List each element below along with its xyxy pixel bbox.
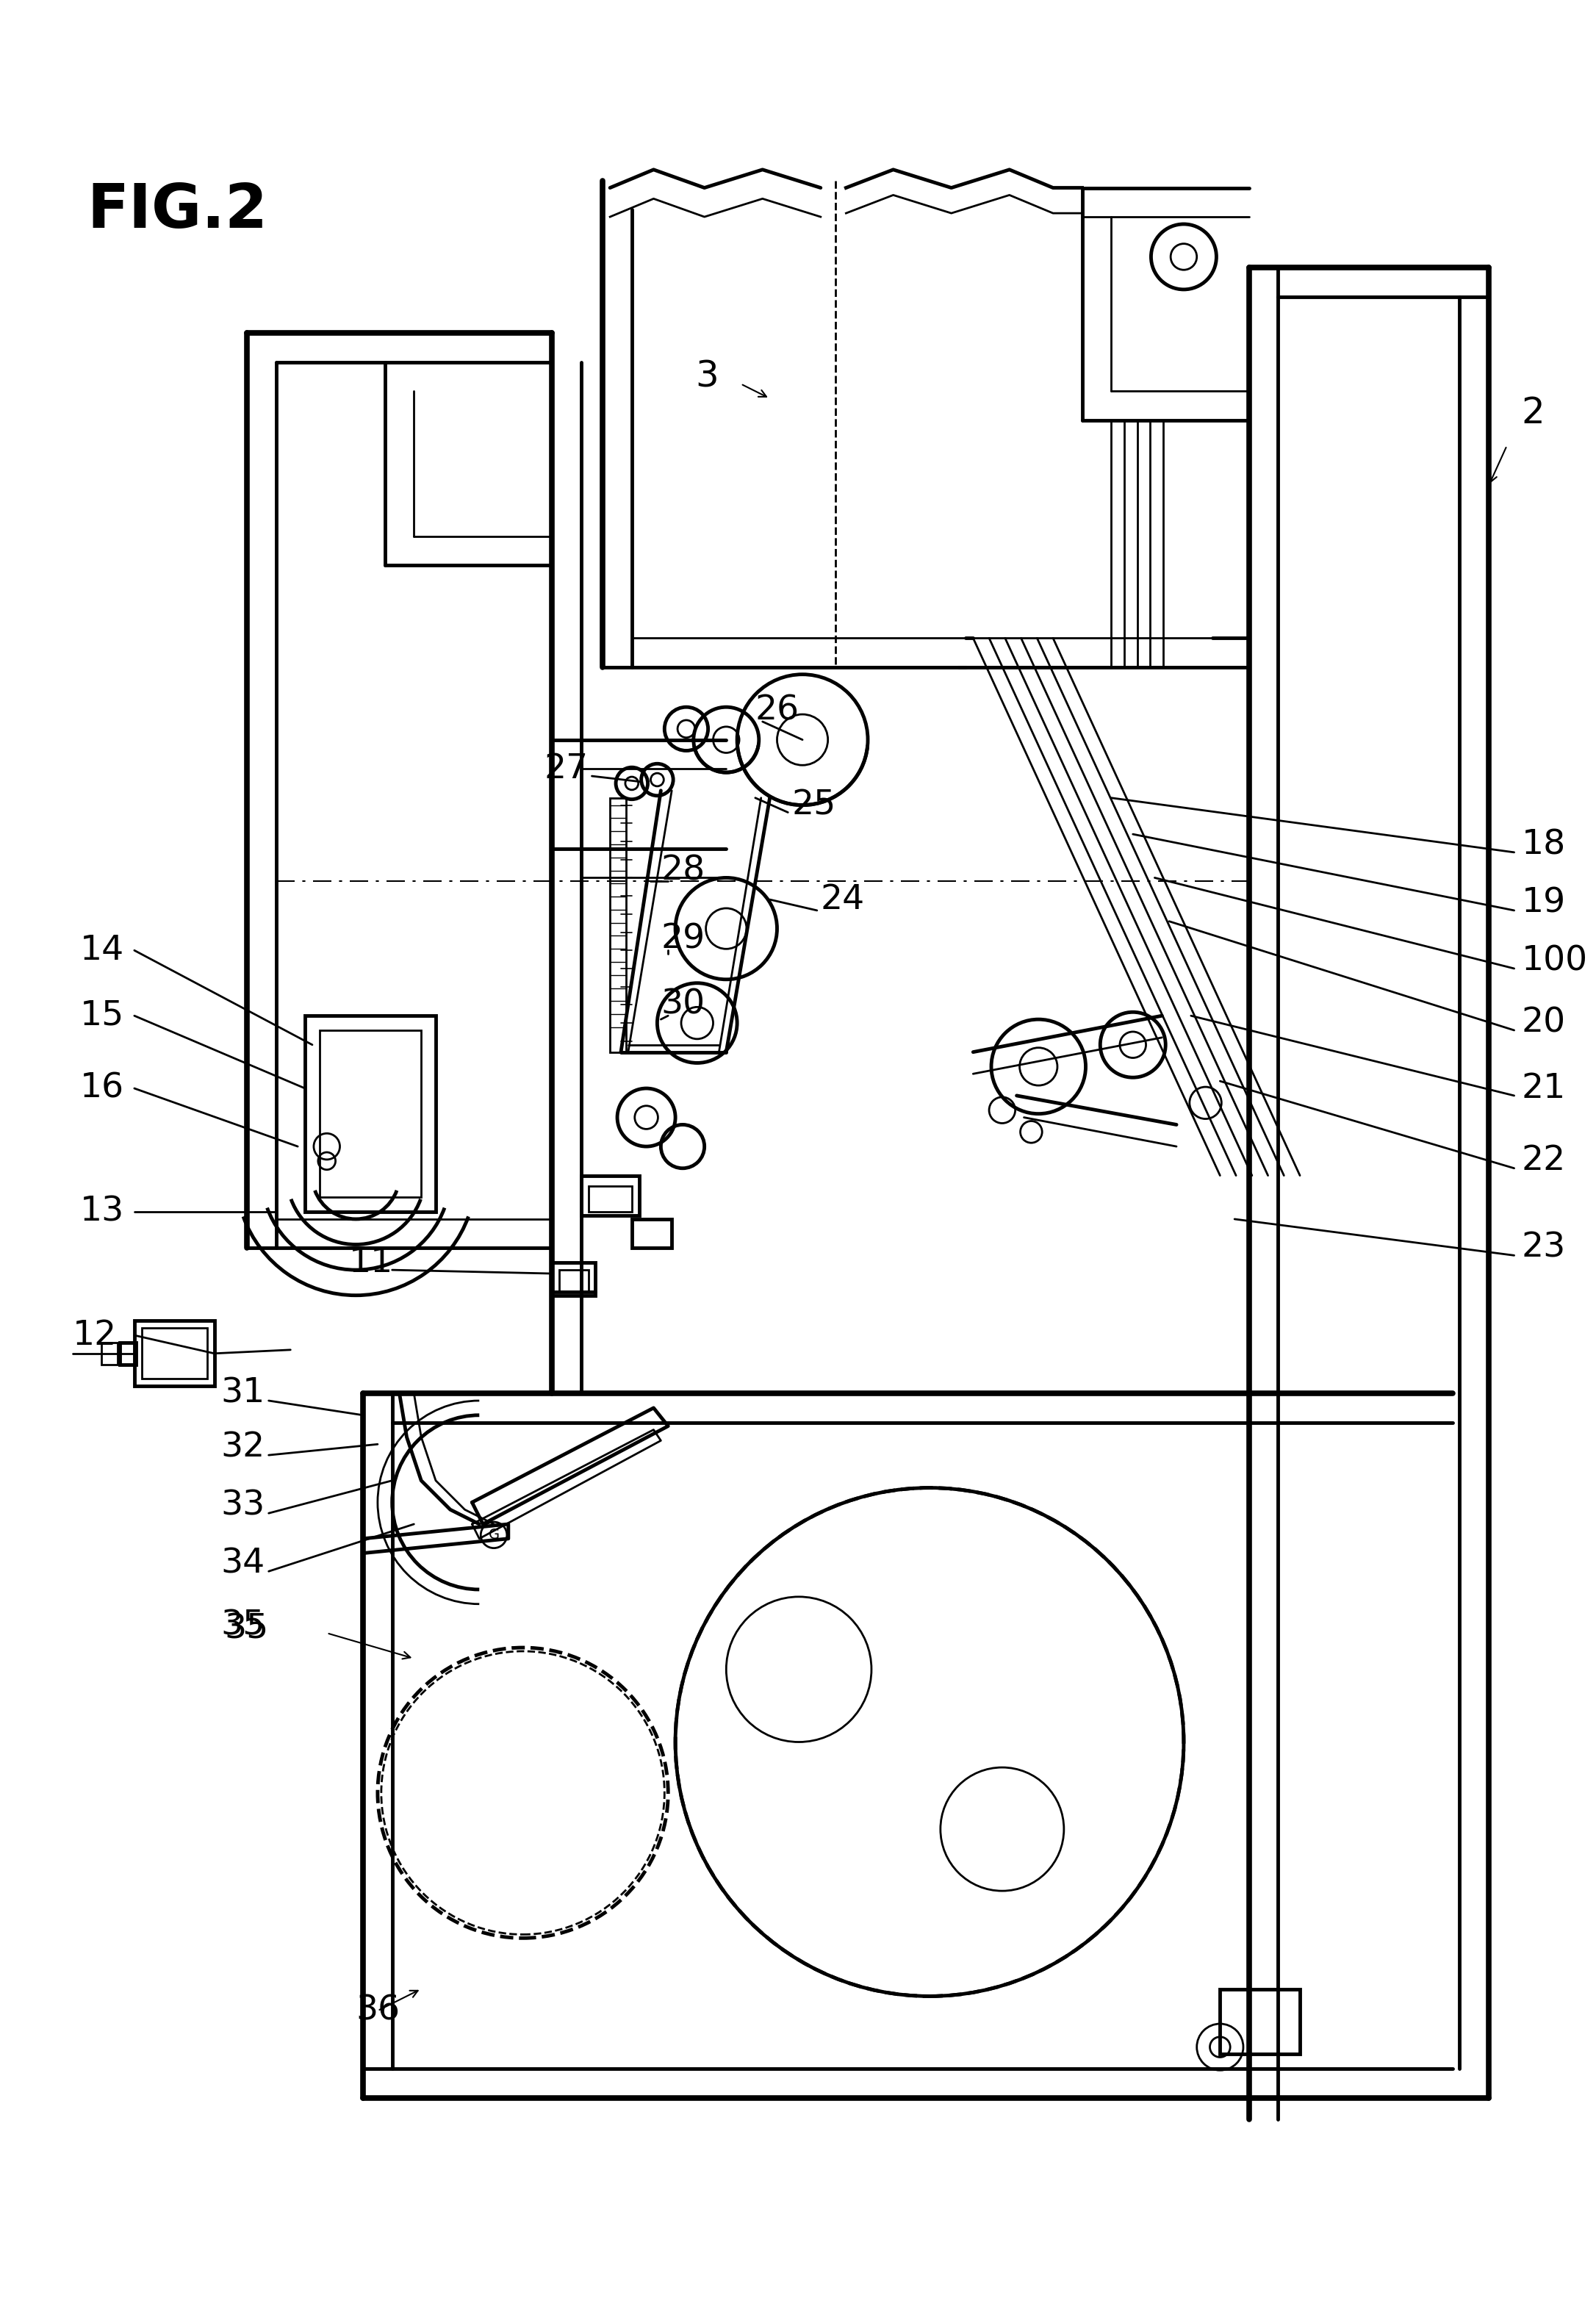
Bar — [120, 1342, 136, 1365]
Text: 18: 18 — [1521, 828, 1566, 862]
Text: 12: 12 — [73, 1319, 117, 1351]
Text: 14: 14 — [80, 934, 124, 966]
Text: 35: 35 — [220, 1610, 265, 1642]
Text: 16: 16 — [80, 1072, 124, 1105]
Text: 22: 22 — [1521, 1144, 1566, 1178]
Bar — [552, 1264, 595, 1296]
Text: 26: 26 — [755, 694, 800, 726]
Text: 31: 31 — [220, 1377, 265, 1409]
Bar — [134, 1321, 214, 1386]
Text: 30: 30 — [661, 989, 705, 1022]
Text: 11: 11 — [348, 1245, 393, 1280]
Text: 100: 100 — [1521, 945, 1588, 978]
Text: 13: 13 — [80, 1195, 124, 1229]
Text: 34: 34 — [220, 1547, 265, 1580]
Text: 28: 28 — [661, 853, 705, 888]
Text: 36: 36 — [356, 1995, 401, 2027]
Text: G: G — [488, 1529, 500, 1543]
Text: 20: 20 — [1521, 1005, 1566, 1040]
Bar — [102, 1342, 118, 1365]
Bar — [581, 1176, 638, 1215]
Text: 19: 19 — [1521, 886, 1566, 920]
Bar — [610, 798, 626, 1052]
Text: 2: 2 — [1521, 394, 1545, 431]
Bar — [305, 1015, 436, 1213]
Bar — [632, 1220, 672, 1248]
Text: 32: 32 — [220, 1432, 265, 1464]
Text: 35: 35 — [225, 1612, 268, 1646]
Bar — [1219, 1990, 1299, 2055]
Text: 15: 15 — [80, 998, 124, 1033]
Text: FIG.2: FIG.2 — [88, 180, 268, 240]
Text: 23: 23 — [1521, 1231, 1566, 1264]
Text: 27: 27 — [544, 752, 589, 786]
Text: 33: 33 — [220, 1490, 265, 1522]
Bar — [142, 1328, 207, 1379]
Bar — [559, 1271, 589, 1291]
Text: 21: 21 — [1521, 1072, 1566, 1105]
Text: 3: 3 — [696, 360, 718, 394]
Text: 25: 25 — [792, 789, 836, 821]
Text: 24: 24 — [820, 883, 865, 915]
Text: 29: 29 — [661, 922, 705, 957]
Bar — [589, 1185, 632, 1213]
Bar — [319, 1031, 421, 1197]
